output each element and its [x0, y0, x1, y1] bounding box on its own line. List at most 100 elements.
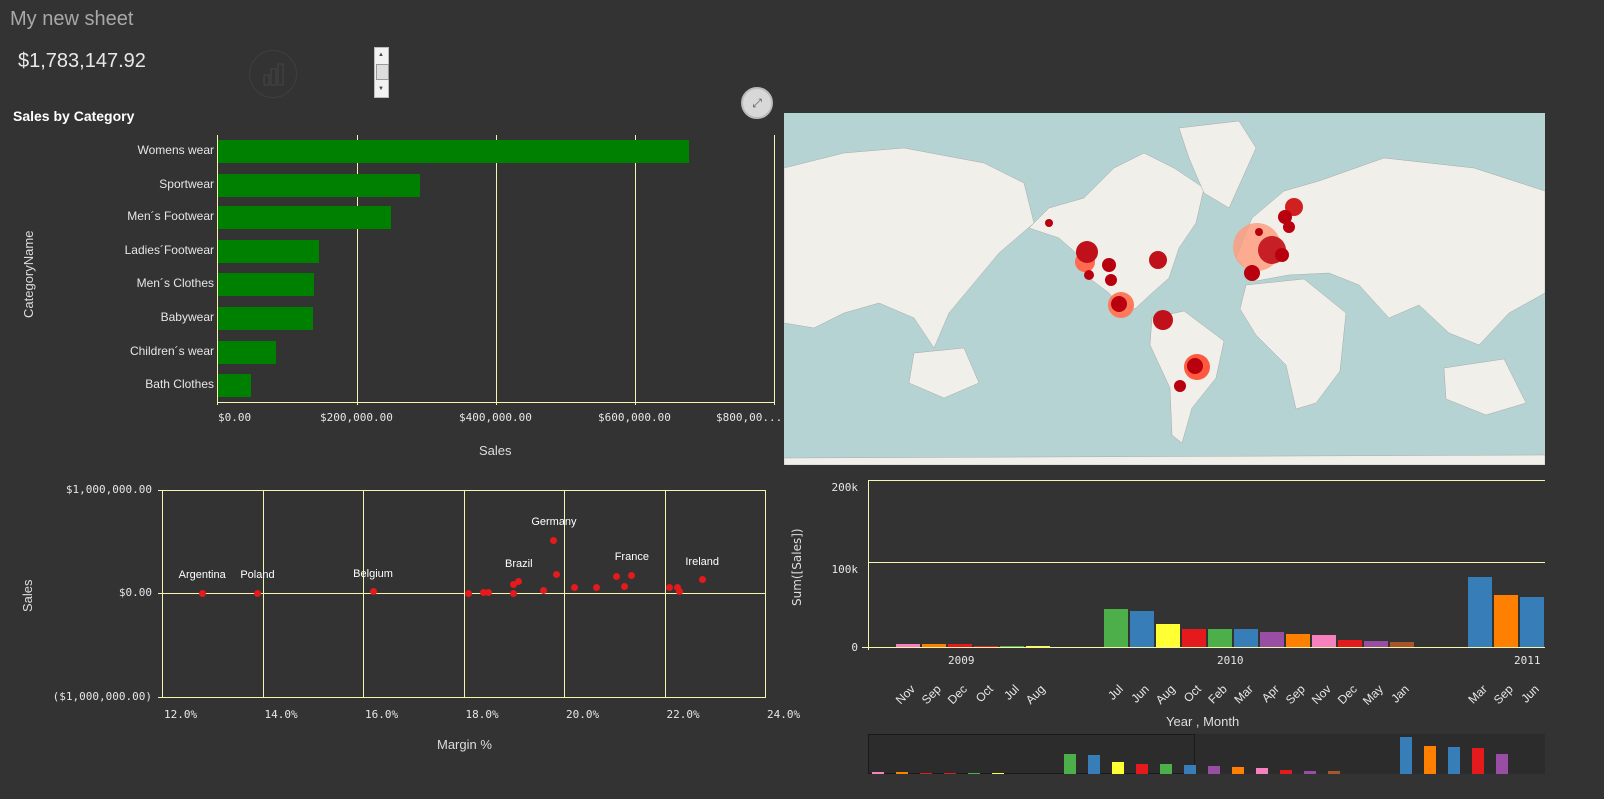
month-label: Jan	[1388, 682, 1412, 706]
bar[interactable]	[218, 140, 690, 163]
x-tick-label: $800,00...	[716, 411, 783, 424]
data-point[interactable]	[510, 589, 518, 597]
expand-icon: ⤢	[752, 96, 762, 110]
x-tick-label: 20.0%	[566, 708, 600, 721]
range-selection-window[interactable]	[868, 734, 1195, 774]
column-bar[interactable]	[974, 645, 998, 647]
month-label: Dec	[1334, 682, 1360, 707]
data-point[interactable]	[666, 584, 674, 592]
data-point[interactable]	[620, 582, 628, 590]
mini-bar	[1112, 762, 1124, 774]
month-label: Aug	[1152, 682, 1178, 708]
map-bubble	[1244, 265, 1260, 281]
point-label: Argentina	[178, 569, 226, 581]
y-tick-label: ($1,000,000.00)	[52, 689, 152, 703]
column-bar[interactable]	[896, 643, 920, 647]
category-label: Bath Clothes	[145, 377, 214, 391]
data-point[interactable]	[510, 580, 518, 588]
data-point[interactable]	[698, 576, 706, 584]
column-bar[interactable]	[1494, 595, 1518, 647]
scroll-down-arrow-icon[interactable]: ▼	[378, 86, 384, 92]
data-point[interactable]	[550, 536, 558, 544]
bar[interactable]	[218, 341, 276, 364]
range-selector-minichart[interactable]	[868, 734, 1545, 774]
data-point[interactable]	[465, 589, 473, 597]
data-point[interactable]	[485, 588, 493, 596]
column-bar[interactable]	[1000, 646, 1024, 647]
data-point[interactable]	[613, 572, 621, 580]
column-bar[interactable]	[1312, 635, 1336, 647]
column-bar[interactable]	[1156, 624, 1180, 647]
map-bubble	[1149, 251, 1167, 269]
mini-bar	[1472, 748, 1484, 774]
column-bar[interactable]	[1182, 628, 1206, 647]
gridline	[774, 135, 775, 405]
gridline	[158, 489, 766, 491]
bar-chart-x-label: Sales	[479, 443, 512, 458]
data-point[interactable]	[369, 588, 377, 596]
data-point[interactable]	[198, 589, 206, 597]
data-point[interactable]	[515, 578, 523, 586]
bar[interactable]	[218, 273, 314, 296]
gridline	[158, 593, 766, 594]
month-label: Oct	[972, 682, 996, 706]
gridline	[496, 135, 497, 405]
bar-chart-y-label: CategoryName	[21, 230, 36, 318]
x-tick-label: $200,000.00	[320, 411, 393, 424]
bar[interactable]	[218, 240, 320, 263]
data-point[interactable]	[540, 587, 548, 595]
scroll-up-arrow-icon[interactable]: ▲	[378, 52, 384, 58]
data-point[interactable]	[570, 584, 578, 592]
scatter-y-label: Sales	[20, 579, 35, 612]
column-bar[interactable]	[922, 643, 946, 647]
column-bar[interactable]	[1234, 629, 1258, 647]
column-bar[interactable]	[1468, 576, 1492, 647]
bar[interactable]	[218, 174, 420, 197]
mini-bar	[968, 773, 980, 774]
column-bar[interactable]	[1104, 608, 1128, 647]
month-label: Aug	[1022, 682, 1048, 708]
month-label: Sep	[1282, 682, 1308, 708]
data-point[interactable]	[676, 588, 684, 596]
scrollbar[interactable]: ▲ ▼	[374, 47, 389, 98]
expand-button[interactable]: ⤢	[741, 87, 773, 119]
column-bar[interactable]	[1260, 631, 1284, 647]
gridline	[357, 135, 358, 405]
sales-map[interactable]	[783, 113, 1546, 466]
data-point[interactable]	[480, 588, 488, 596]
column-bar[interactable]	[1130, 611, 1154, 647]
data-point[interactable]	[552, 570, 560, 578]
mini-bar	[1496, 754, 1508, 774]
x-tick-label: 12.0%	[164, 708, 198, 721]
category-label: Men´s Clothes	[136, 276, 214, 290]
mini-bar	[1400, 736, 1412, 774]
mini-bar	[992, 773, 1004, 774]
data-point[interactable]	[673, 583, 681, 591]
map-bubble	[1187, 358, 1203, 374]
data-point[interactable]	[253, 589, 261, 597]
x-tick-label: 22.0%	[666, 708, 700, 721]
column-bar[interactable]	[1286, 633, 1310, 647]
column-bar[interactable]	[948, 644, 972, 647]
column-bar[interactable]	[1364, 641, 1388, 647]
data-point[interactable]	[628, 571, 636, 579]
kpi-total-sales: $1,783,147.92	[18, 50, 146, 72]
scroll-thumb[interactable]	[376, 64, 389, 80]
column-bar[interactable]	[1026, 646, 1050, 647]
mini-bar	[896, 772, 908, 774]
bar[interactable]	[218, 307, 313, 330]
y-tick-label: $1,000,000.00	[65, 482, 152, 496]
data-point[interactable]	[593, 583, 601, 591]
bar[interactable]	[218, 206, 392, 229]
y-tick-label: $0.00	[118, 586, 152, 599]
category-label: Womens wear	[137, 143, 214, 157]
column-bar[interactable]	[1390, 641, 1414, 647]
bar[interactable]	[218, 374, 251, 397]
column-bar[interactable]	[1520, 596, 1544, 647]
point-label: Brazil	[505, 557, 533, 570]
mini-bar	[1448, 747, 1460, 774]
month-label: Feb	[1205, 682, 1230, 707]
column-bar[interactable]	[1208, 628, 1232, 647]
column-bar[interactable]	[1338, 639, 1362, 647]
map-bubble	[1283, 221, 1295, 233]
